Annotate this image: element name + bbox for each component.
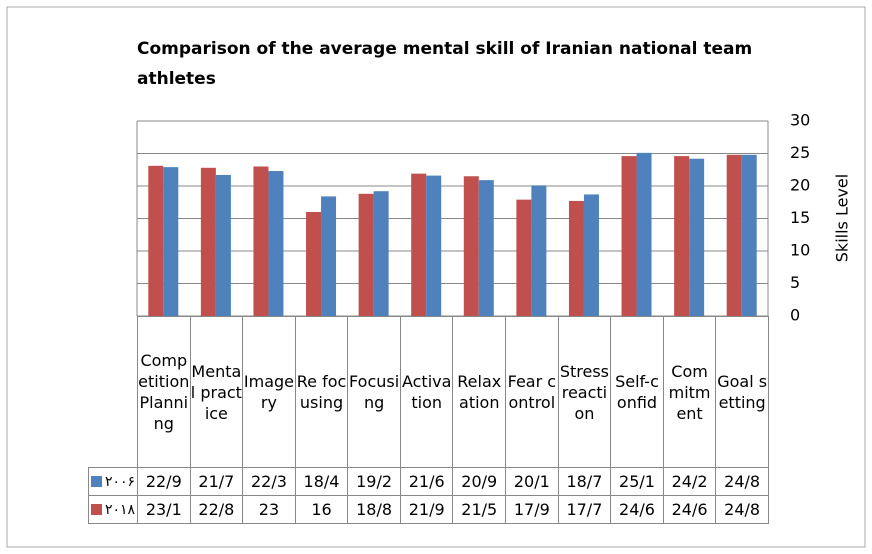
value-label: 24/2 <box>663 468 716 496</box>
page: Skills Level 0 5 10 15 20 25 30 Comparison of … <box>0 0 872 554</box>
value-label: 20/1 <box>506 468 559 496</box>
bar <box>411 174 426 316</box>
value-label: 21/9 <box>400 496 453 524</box>
bar <box>306 212 321 316</box>
value-label: 18/4 <box>295 468 348 496</box>
x-tick-label: Re focusing <box>295 317 348 468</box>
x-tick-label: Stress reaction <box>558 317 611 468</box>
bar <box>216 175 231 316</box>
value-label: 23/1 <box>138 496 191 524</box>
y-tick-label: 10 <box>790 241 810 260</box>
legend-swatch <box>91 476 102 487</box>
legend-swatch <box>91 504 102 515</box>
y-tick-label: 0 <box>790 306 800 325</box>
value-label: 18/7 <box>558 468 611 496</box>
x-tick-label: Focusing <box>348 317 401 468</box>
bar <box>727 155 742 316</box>
value-label: 21/5 <box>453 496 506 524</box>
bar <box>674 156 689 316</box>
bar <box>464 176 479 316</box>
y-tick-label: 15 <box>790 208 810 227</box>
value-label: 17/9 <box>506 496 559 524</box>
y-tick-label: 20 <box>790 176 810 195</box>
bar <box>584 194 599 316</box>
bar <box>163 167 178 316</box>
legend-cell: ۲۰۰۶ <box>89 468 138 496</box>
bar <box>516 200 531 316</box>
y-tick-label: 30 <box>790 111 810 130</box>
bar <box>742 155 757 316</box>
bar <box>569 201 584 316</box>
chart-title: Comparison of the average mental skill o… <box>137 34 777 94</box>
bar <box>479 180 494 316</box>
value-label: 24/8 <box>716 496 769 524</box>
value-label: 19/2 <box>348 468 401 496</box>
x-tick-label: Fear control <box>506 317 559 468</box>
x-tick-label: Activation <box>400 317 453 468</box>
x-tick-label: Goal setting <box>716 317 769 468</box>
value-label: 22/8 <box>190 496 243 524</box>
value-label: 22/3 <box>243 468 296 496</box>
x-tick-label: Mental practice <box>190 317 243 468</box>
value-label: 23 <box>243 496 296 524</box>
legend-label: ۲۰۱۸ <box>105 502 135 518</box>
bar <box>426 176 441 316</box>
value-label: 24/6 <box>611 496 664 524</box>
legend-label: ۲۰۰۶ <box>105 474 135 490</box>
value-label: 24/8 <box>716 468 769 496</box>
value-label: 20/9 <box>453 468 506 496</box>
value-label: 25/1 <box>611 468 664 496</box>
bar <box>359 194 374 316</box>
corner-cell <box>89 317 138 468</box>
bar <box>148 166 163 316</box>
bar <box>637 153 652 316</box>
legend-cell: ۲۰۱۸ <box>89 496 138 524</box>
bar <box>321 196 336 316</box>
y-tick-label: 5 <box>790 273 800 292</box>
bar <box>374 191 389 316</box>
value-label: 16 <box>295 496 348 524</box>
value-label: 21/7 <box>190 468 243 496</box>
value-label: 21/6 <box>400 468 453 496</box>
value-label: 18/8 <box>348 496 401 524</box>
value-label: 17/7 <box>558 496 611 524</box>
bar <box>531 185 546 316</box>
x-tick-label: Competition Planning <box>138 317 191 468</box>
x-tick-label: Relaxation <box>453 317 506 468</box>
y-axis-label: Skills Level <box>833 174 852 262</box>
bar <box>689 159 704 316</box>
x-tick-label: Self-confid <box>611 317 664 468</box>
bar <box>622 156 637 316</box>
x-tick-label: Imagery <box>243 317 296 468</box>
bar <box>268 171 283 316</box>
value-label: 22/9 <box>138 468 191 496</box>
bar <box>253 167 268 317</box>
y-tick-label: 25 <box>790 143 810 162</box>
bar <box>201 168 216 316</box>
x-tick-label: Commitment <box>663 317 716 468</box>
value-label: 24/6 <box>663 496 716 524</box>
